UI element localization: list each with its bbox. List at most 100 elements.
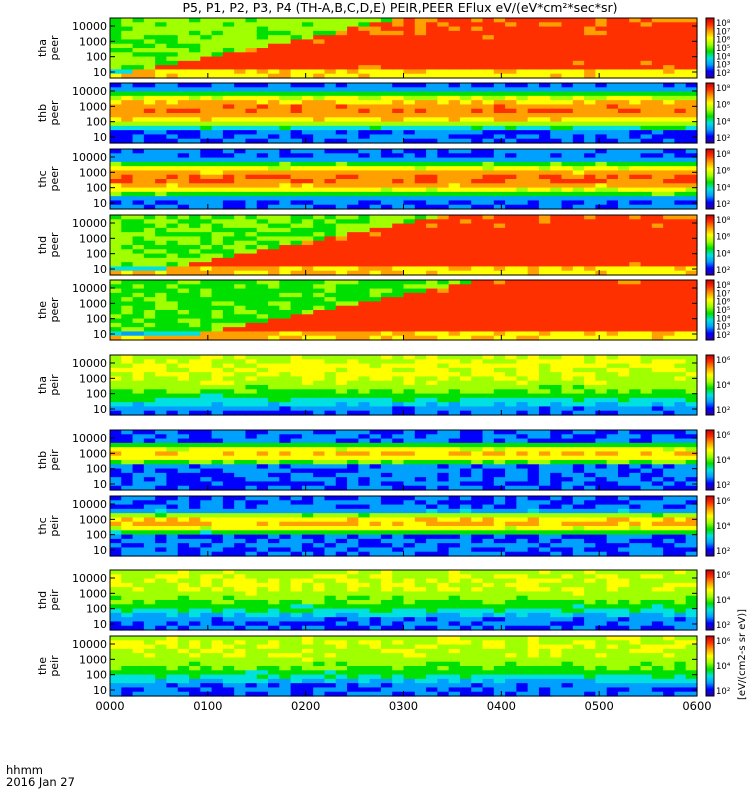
spectrogram-cell <box>493 253 506 259</box>
spectrogram-cell <box>200 56 213 62</box>
spectrogram-cell <box>132 125 145 131</box>
spectrogram-cell <box>222 104 235 110</box>
spectrogram-cell <box>324 288 337 294</box>
spectrogram-cell <box>143 380 156 386</box>
spectrogram-cell <box>629 367 642 373</box>
spectrogram-cell <box>448 191 461 197</box>
spectrogram-cell <box>200 253 213 259</box>
spectrogram-cell <box>290 438 303 444</box>
spectrogram-cell <box>561 196 574 202</box>
spectrogram-cell <box>516 108 529 114</box>
spectrogram-cell <box>584 43 597 49</box>
spectrogram-cell <box>482 434 495 440</box>
spectrogram-cell <box>166 117 179 123</box>
spectrogram-cell <box>482 464 495 470</box>
spectrogram-cell <box>189 91 201 97</box>
spectrogram-cell <box>595 322 608 328</box>
spectrogram-cell <box>392 187 405 193</box>
spectrogram-cell <box>505 363 517 369</box>
spectrogram-cell <box>527 249 540 255</box>
spectrogram-cell <box>414 170 427 176</box>
spectrogram-cell <box>211 204 224 210</box>
spectrogram-cell <box>392 223 405 229</box>
spectrogram-cell <box>121 134 134 140</box>
spectrogram-cell <box>403 249 416 255</box>
spectrogram-cell <box>121 442 134 448</box>
spectrogram-cell <box>595 104 608 110</box>
spectrogram-cell <box>550 393 563 399</box>
spectrogram-cell <box>369 355 382 360</box>
spectrogram-cell <box>155 157 168 163</box>
spectrogram-cell <box>629 359 642 365</box>
spectrogram-cell <box>222 215 235 220</box>
spectrogram-cell <box>290 170 303 176</box>
spectrogram-cell <box>380 327 393 333</box>
spectrogram-cell <box>369 157 382 163</box>
spectrogram-cell <box>200 297 213 303</box>
spectrogram-cell <box>426 301 438 307</box>
spectrogram-cell <box>268 451 280 457</box>
spectrogram-cell <box>200 249 213 255</box>
spectrogram-cell <box>335 108 348 114</box>
spectrogram-cell <box>527 236 540 242</box>
spectrogram-cell <box>132 380 145 386</box>
spectrogram-cell <box>268 22 280 28</box>
spectrogram-cell <box>132 481 145 487</box>
spectrogram-cell <box>437 200 450 206</box>
spectrogram-cell <box>313 134 326 140</box>
spectrogram-cell <box>550 389 563 395</box>
spectrogram-cell <box>437 65 450 71</box>
spectrogram-cell <box>211 153 224 159</box>
spectrogram-cell <box>459 219 472 225</box>
spectrogram-cell <box>369 26 382 32</box>
spectrogram-cell <box>606 380 619 386</box>
spectrogram-cell <box>335 270 348 276</box>
spectrogram-cell <box>505 104 517 110</box>
spectrogram-cell <box>505 372 517 378</box>
spectrogram-cell <box>685 161 698 167</box>
spectrogram-cell <box>222 485 235 491</box>
spectrogram-cell <box>595 200 608 206</box>
spectrogram-cell <box>482 138 495 144</box>
spectrogram-cell <box>448 60 461 66</box>
spectrogram-cell <box>471 249 484 255</box>
spectrogram-cell <box>222 257 235 263</box>
spectrogram-cell <box>245 138 258 144</box>
spectrogram-cell <box>482 161 495 167</box>
spectrogram-cell <box>561 117 574 123</box>
spectrogram-cell <box>437 389 450 395</box>
spectrogram-cell <box>200 60 213 66</box>
spectrogram-cell <box>369 56 382 62</box>
spectrogram-cell <box>651 179 664 184</box>
spectrogram-cell <box>132 249 145 255</box>
spectrogram-cell <box>572 200 585 206</box>
spectrogram-cell <box>482 331 495 337</box>
spectrogram-cell <box>347 43 359 49</box>
spectrogram-cell <box>505 327 517 333</box>
spectrogram-cell <box>335 39 348 45</box>
spectrogram-cell <box>189 200 201 206</box>
spectrogram-cell <box>471 191 484 197</box>
spectrogram-cell <box>211 468 224 474</box>
spectrogram-cell <box>380 451 393 457</box>
spectrogram-cell <box>640 204 653 210</box>
spectrogram-cell <box>268 464 280 470</box>
spectrogram-cell <box>335 134 348 140</box>
spectrogram-cell <box>268 191 280 197</box>
spectrogram-cell <box>200 406 213 412</box>
spectrogram-cell <box>369 402 382 408</box>
spectrogram-cell <box>256 65 269 71</box>
spectrogram-cell <box>347 130 359 136</box>
spectrogram-cell <box>617 327 630 333</box>
spectrogram-cell <box>550 270 563 276</box>
spectrogram-cell <box>189 117 201 123</box>
spectrogram-cell <box>110 170 122 176</box>
spectrogram-cell <box>121 35 134 41</box>
spectrogram-cell <box>550 280 563 285</box>
spectrogram-cell <box>301 108 314 114</box>
spectrogram-cell <box>155 22 168 28</box>
spectrogram-cell <box>471 108 484 114</box>
spectrogram-cell <box>651 200 664 206</box>
spectrogram-cell <box>448 245 461 250</box>
